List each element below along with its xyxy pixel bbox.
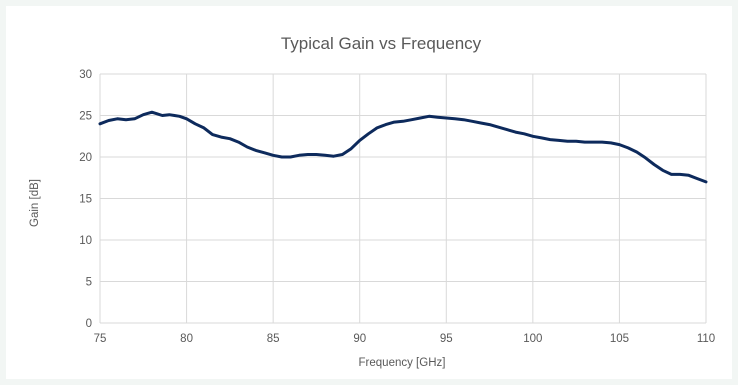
gridlines (99, 73, 707, 324)
x-axis-label: Frequency [GHz] (359, 357, 446, 369)
y-tick-label: 25 (79, 111, 92, 123)
chart-container: Typical Gain vs Frequency 75 80 85 90 95 100 1… (6, 6, 732, 379)
x-tick-label: 80 (180, 333, 193, 345)
x-tick-label: 85 (267, 333, 280, 345)
x-tick-label: 90 (353, 333, 366, 345)
y-tick-label: 15 (79, 194, 92, 206)
plot-area (98, 110, 708, 184)
x-tick-label: 105 (610, 333, 629, 345)
gain-frequency-chart: Typical Gain vs Frequency 75 80 85 90 95 100 1… (29, 34, 716, 369)
x-tick-label: 75 (94, 333, 107, 345)
x-tick-label: 110 (697, 333, 715, 345)
y-tick-label: 10 (79, 235, 92, 247)
y-tick-label: 0 (86, 318, 92, 330)
y-tick-label: 30 (79, 69, 92, 81)
gain-series-line (98, 110, 708, 184)
y-tick-label: 5 (86, 277, 92, 289)
x-tick-labels: 75 80 85 90 95 100 105 110 (94, 333, 716, 345)
y-axis-label: Gain [dB] (29, 179, 41, 227)
y-tick-label: 20 (79, 152, 92, 164)
x-tick-label: 100 (523, 333, 542, 345)
chart-title: Typical Gain vs Frequency (281, 34, 482, 53)
x-tick-label: 95 (440, 333, 453, 345)
y-tick-labels: 0 5 10 15 20 25 30 (79, 69, 92, 330)
